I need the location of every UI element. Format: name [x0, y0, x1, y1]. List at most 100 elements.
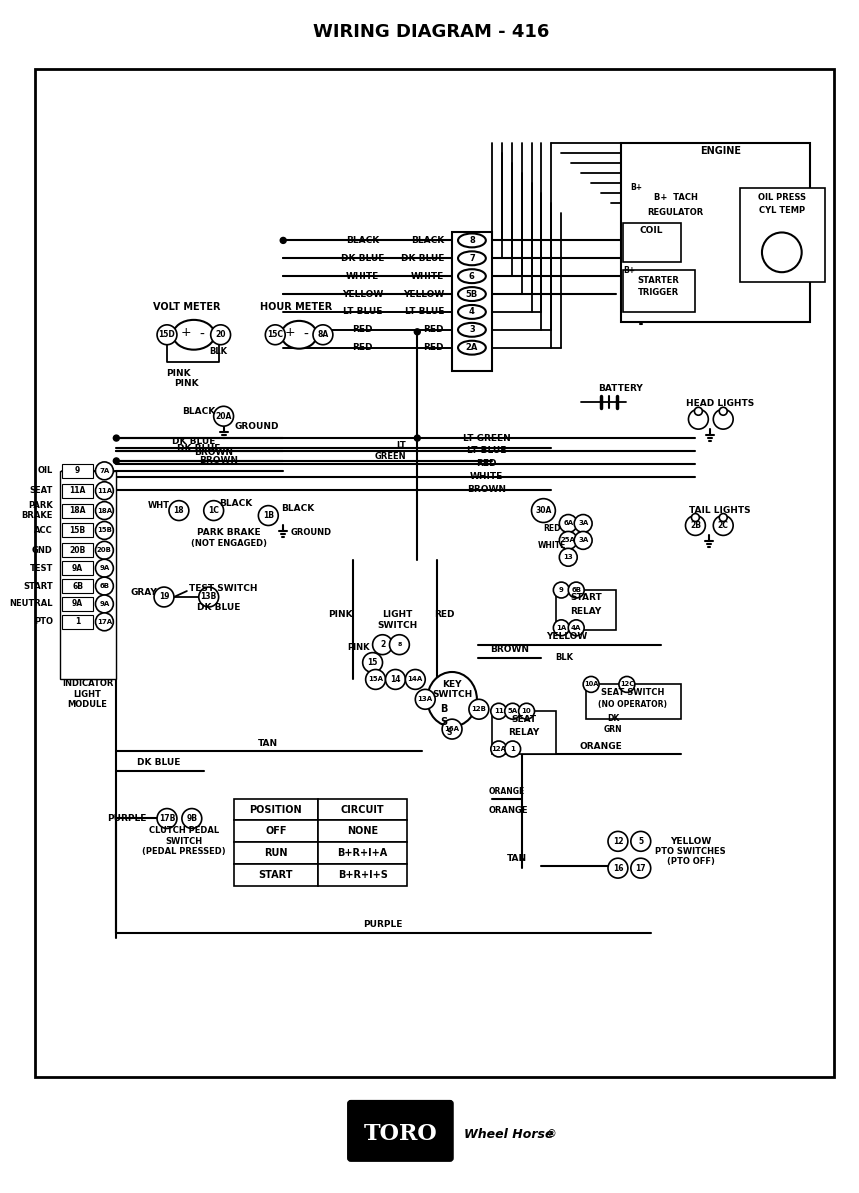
Text: LT GREEN: LT GREEN: [463, 433, 511, 443]
Text: PINK: PINK: [167, 369, 192, 378]
Text: COIL: COIL: [640, 225, 663, 235]
Circle shape: [386, 669, 405, 690]
Text: 2B: 2B: [690, 521, 701, 530]
Text: CYL TEMP: CYL TEMP: [758, 206, 805, 215]
Text: 13B: 13B: [201, 593, 216, 601]
Text: START: START: [570, 593, 602, 602]
Bar: [62, 484, 94, 497]
Text: GROUND: GROUND: [235, 421, 278, 431]
Text: 1: 1: [510, 746, 515, 752]
Text: 2: 2: [380, 641, 385, 649]
Text: 11A: 11A: [97, 488, 112, 494]
Circle shape: [182, 809, 202, 828]
Bar: [492, 711, 557, 754]
Text: 18A: 18A: [70, 506, 86, 515]
Text: TEST: TEST: [29, 563, 52, 573]
Text: PINK: PINK: [347, 643, 370, 653]
Circle shape: [442, 719, 462, 738]
Text: DK BLUE: DK BLUE: [172, 437, 216, 445]
Text: 8: 8: [469, 236, 475, 245]
Bar: [318, 821, 407, 842]
Text: 6B: 6B: [571, 587, 582, 593]
Text: 9A: 9A: [100, 601, 110, 607]
Text: 5A: 5A: [508, 709, 518, 715]
Text: DK BLUE: DK BLUE: [197, 604, 241, 612]
Text: PINK: PINK: [328, 611, 353, 619]
Bar: [318, 864, 407, 886]
Circle shape: [95, 560, 113, 577]
Text: 11A: 11A: [70, 487, 86, 495]
Circle shape: [313, 324, 333, 345]
Text: 13A: 13A: [417, 697, 433, 703]
Circle shape: [95, 521, 113, 539]
Circle shape: [490, 741, 507, 756]
Circle shape: [414, 329, 420, 335]
Text: 15A: 15A: [368, 676, 383, 682]
Circle shape: [719, 513, 728, 521]
Circle shape: [574, 531, 592, 549]
Text: 12A: 12A: [491, 746, 506, 752]
Text: 10: 10: [521, 709, 532, 715]
Circle shape: [265, 324, 285, 345]
Text: DK BLUE: DK BLUE: [341, 254, 384, 262]
Text: 6B: 6B: [100, 583, 109, 589]
Text: WHITE: WHITE: [411, 272, 444, 280]
Text: STARTER: STARTER: [637, 276, 679, 285]
Circle shape: [280, 237, 286, 243]
Text: 20B: 20B: [97, 548, 112, 554]
Text: PURPLE: PURPLE: [107, 814, 146, 823]
Text: 3A: 3A: [578, 520, 588, 526]
Text: TORO: TORO: [363, 1124, 437, 1145]
Text: GROUND: GROUND: [290, 528, 332, 537]
Circle shape: [204, 501, 223, 520]
Text: 9B: 9B: [186, 814, 198, 823]
Circle shape: [169, 501, 189, 520]
Text: PTO SWITCHES
(PTO OFF): PTO SWITCHES (PTO OFF): [655, 847, 726, 866]
Text: 11: 11: [494, 709, 503, 715]
Text: LT BLUE: LT BLUE: [467, 446, 507, 456]
Text: 17A: 17A: [97, 619, 112, 625]
Text: BROWN: BROWN: [199, 457, 238, 465]
Circle shape: [631, 858, 651, 878]
Text: NONE: NONE: [347, 827, 378, 836]
Circle shape: [154, 587, 174, 607]
Text: 18A: 18A: [97, 507, 112, 513]
Circle shape: [519, 704, 534, 719]
Circle shape: [95, 595, 113, 613]
Text: TRIGGER: TRIGGER: [638, 288, 679, 297]
Text: PINK: PINK: [174, 379, 199, 388]
Text: 1C: 1C: [208, 506, 219, 515]
Text: 25A: 25A: [561, 537, 576, 543]
Circle shape: [490, 704, 507, 719]
Text: B+R+I+S: B+R+I+S: [338, 870, 387, 880]
Text: 2C: 2C: [718, 521, 728, 530]
Ellipse shape: [458, 234, 486, 247]
Bar: [318, 798, 407, 821]
Text: S: S: [441, 717, 448, 728]
Text: 3: 3: [469, 326, 475, 334]
Text: BROWN: BROWN: [490, 645, 529, 654]
Circle shape: [157, 324, 177, 345]
Text: SEAT SWITCH: SEAT SWITCH: [601, 688, 665, 697]
Text: RED: RED: [544, 524, 561, 533]
Text: ORANGE: ORANGE: [489, 806, 528, 815]
Text: RED: RED: [423, 326, 444, 334]
Text: PURPLE: PURPLE: [362, 920, 402, 929]
Text: 20: 20: [216, 330, 226, 339]
Text: 3A: 3A: [578, 537, 588, 543]
Text: 6: 6: [469, 272, 475, 280]
Circle shape: [214, 407, 234, 426]
Circle shape: [583, 676, 599, 692]
Ellipse shape: [281, 321, 317, 348]
Ellipse shape: [458, 341, 486, 354]
Text: 4: 4: [469, 308, 475, 316]
Text: 18: 18: [174, 506, 184, 515]
Circle shape: [608, 858, 628, 878]
Circle shape: [569, 582, 584, 598]
Circle shape: [414, 435, 420, 441]
Text: DK
GRN: DK GRN: [604, 715, 622, 734]
Text: START: START: [259, 870, 293, 880]
Text: 12C: 12C: [620, 681, 634, 687]
Text: RELAY: RELAY: [570, 607, 602, 617]
Text: NEUTRAL: NEUTRAL: [9, 599, 52, 608]
